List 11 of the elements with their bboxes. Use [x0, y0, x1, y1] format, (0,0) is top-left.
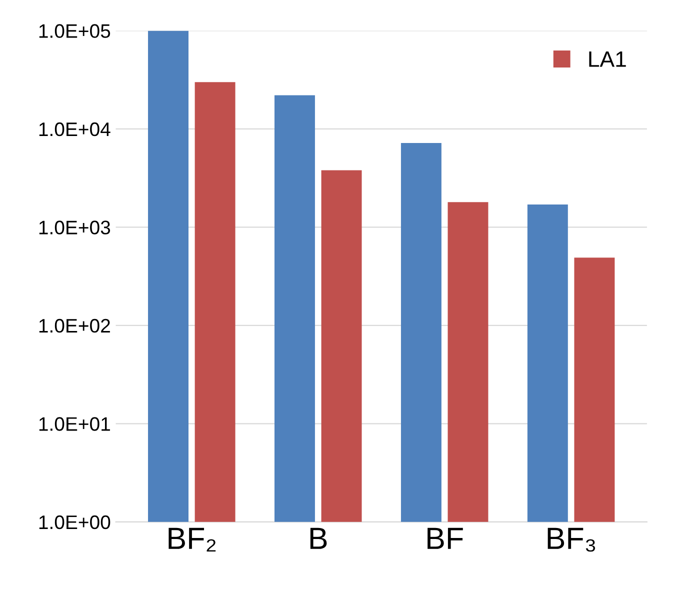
y-tick-label: 1.0E+00 [39, 515, 110, 530]
y-tick-label: 1.0E+05 [39, 24, 110, 38]
y-tick-label: 1.0E+04 [39, 122, 110, 136]
x-tick-label: B [310, 528, 327, 549]
y-tick-label: 1.0E+01 [39, 417, 110, 431]
y-tick-label: 1.0E+02 [39, 318, 110, 333]
x-tick-label: BF [428, 528, 463, 549]
y-tick-label: 1.0E+03 [39, 220, 110, 234]
x-tick-label: BF₃ [548, 528, 596, 552]
legend-label: LA1 [589, 52, 626, 67]
x-tick-label: BF₂ [168, 528, 216, 552]
